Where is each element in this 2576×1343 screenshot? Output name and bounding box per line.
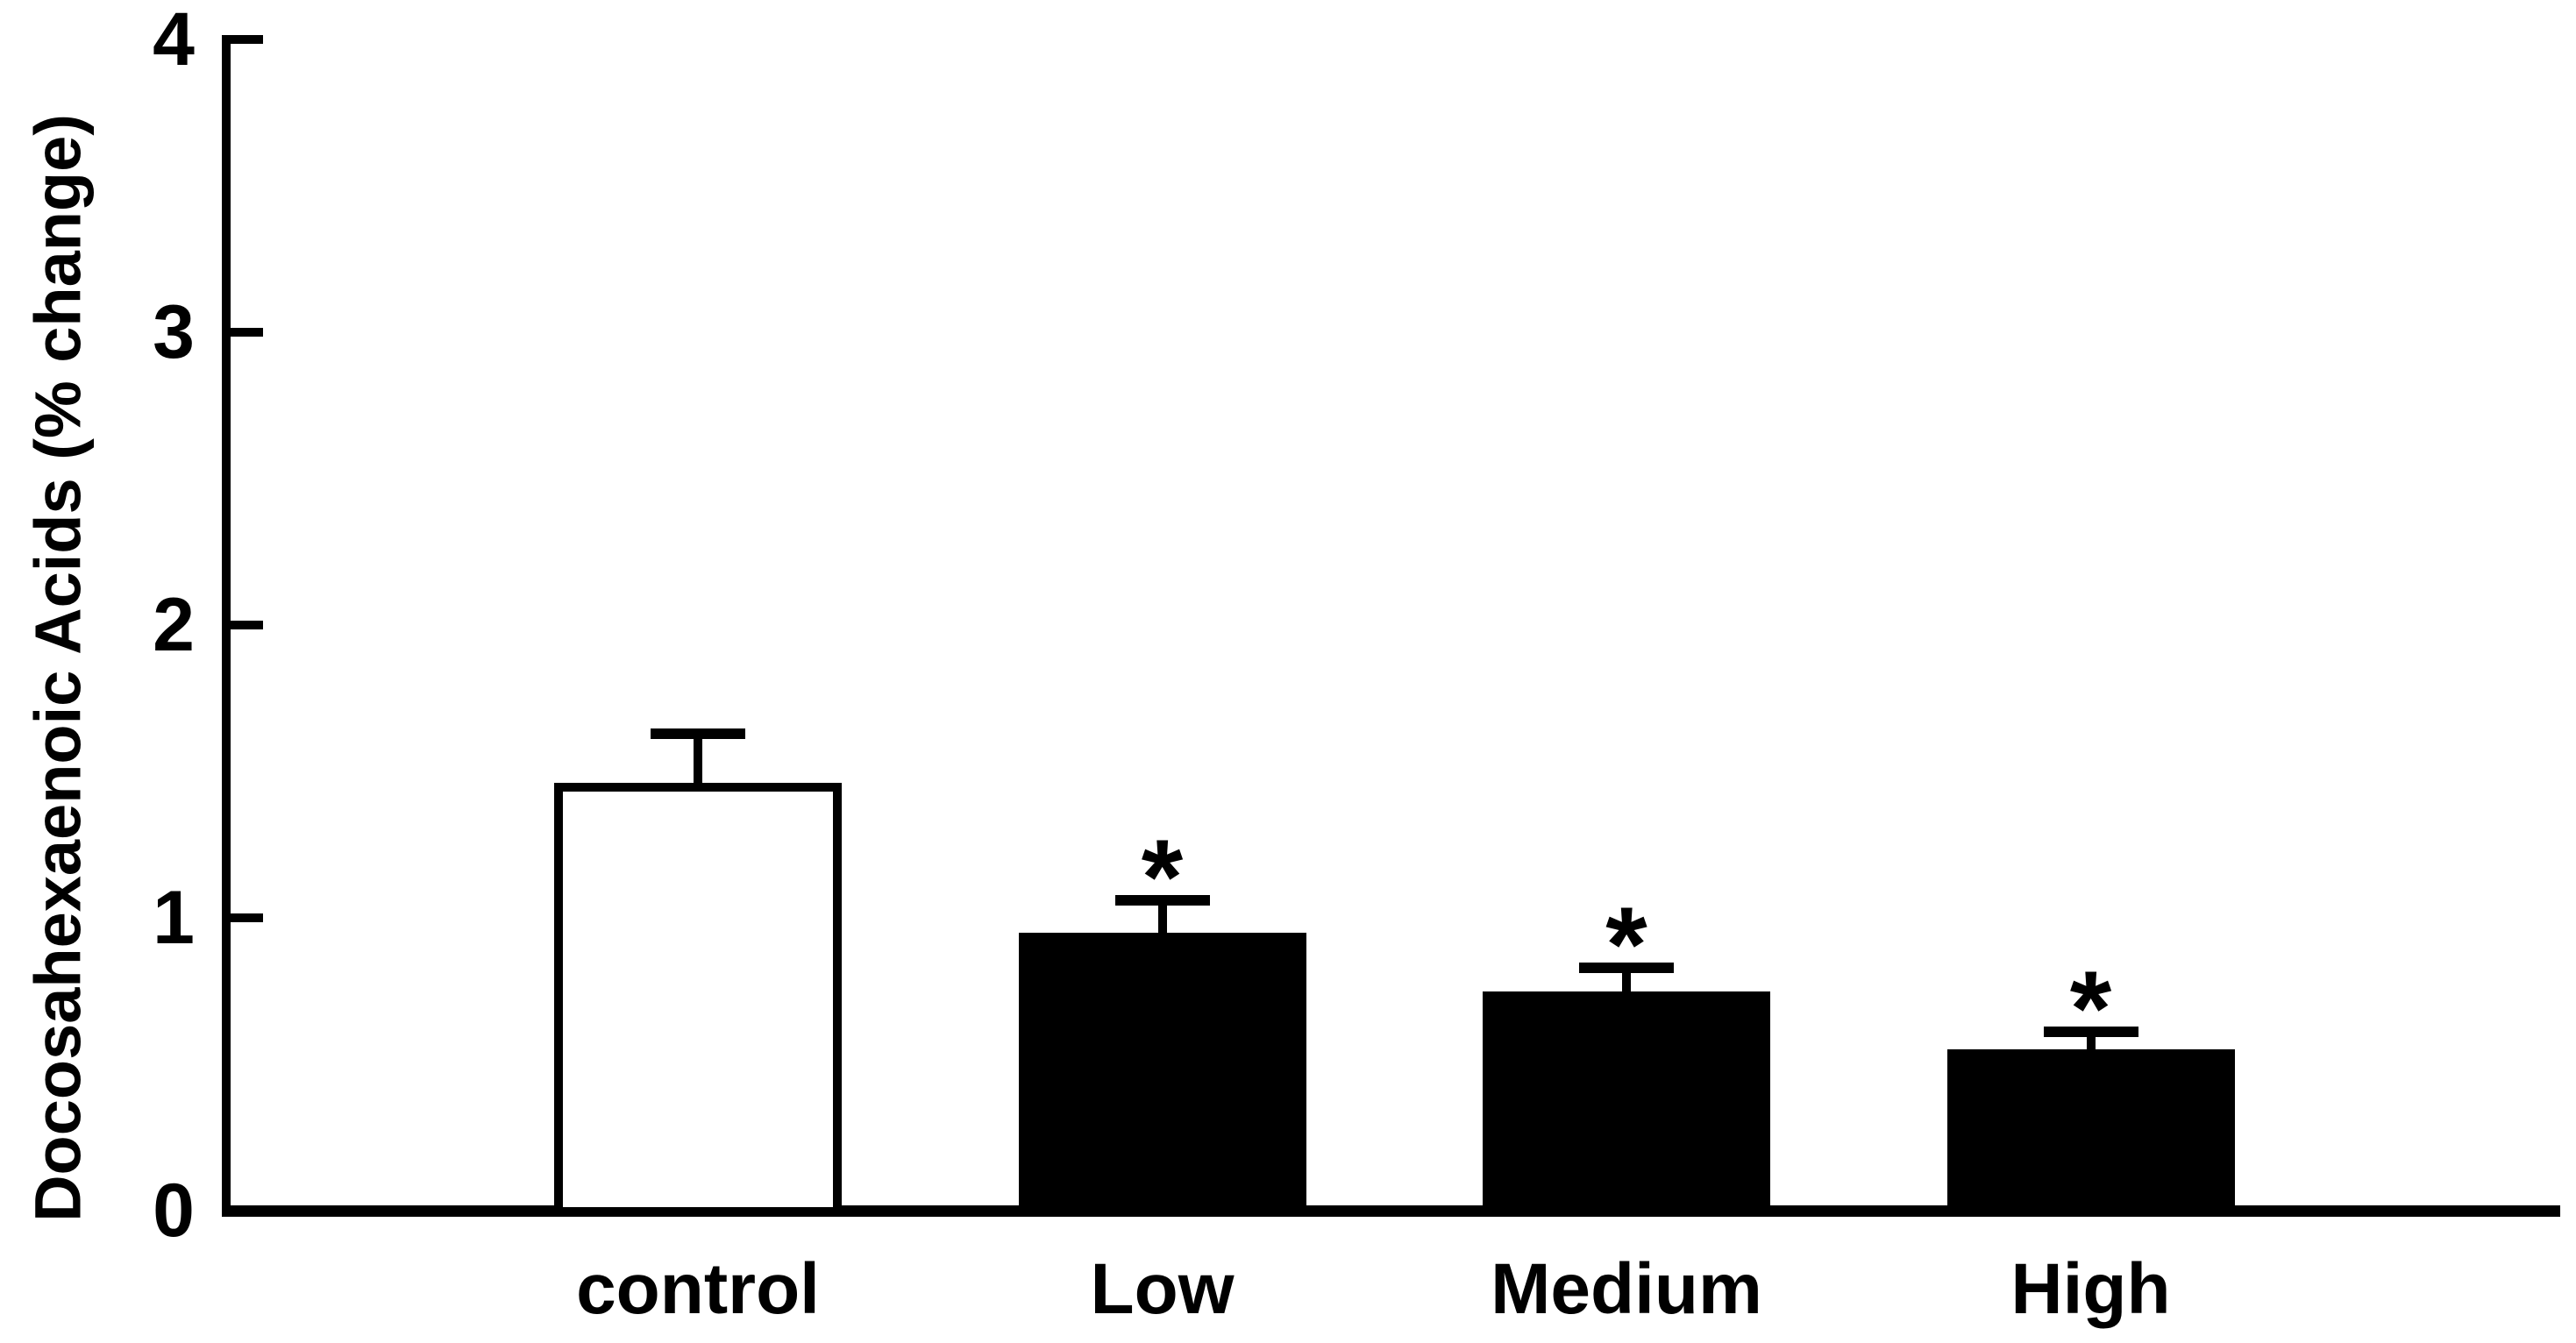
error-bar-cap <box>2043 1027 2138 1038</box>
error-bar-cap <box>1114 894 1210 906</box>
significance-asterisk: * <box>1141 816 1184 936</box>
bar-high <box>1946 1049 2235 1216</box>
y-tick-label: 0 <box>153 1169 195 1253</box>
y-tick-label: 3 <box>153 290 195 374</box>
y-tick-label: 1 <box>153 876 195 960</box>
error-bar-stem <box>1622 967 1631 995</box>
x-category-label: Low <box>1090 1249 1235 1329</box>
y-tick <box>231 35 263 44</box>
error-bar-stem <box>694 733 702 787</box>
y-tick-label: 4 <box>153 0 195 82</box>
y-tick <box>231 913 263 922</box>
x-category-label: High <box>2010 1249 2171 1329</box>
y-axis-title: Docosahexaenoic Acids (% change) <box>21 114 95 1222</box>
bar-low <box>1018 932 1306 1216</box>
x-category-label: control <box>576 1249 820 1329</box>
x-category-label: Medium <box>1491 1249 1762 1329</box>
y-tick <box>231 621 263 629</box>
error-bar-stem <box>2086 1032 2096 1054</box>
y-tick <box>231 328 263 337</box>
error-bar-stem <box>1157 899 1167 936</box>
bar-medium <box>1483 991 1770 1216</box>
significance-asterisk: * <box>1605 884 1647 1004</box>
y-tick-label: 2 <box>153 583 195 667</box>
significance-asterisk: * <box>2069 949 2112 1069</box>
error-bar-cap <box>651 728 745 739</box>
y-axis-line <box>222 35 231 1216</box>
bar-control <box>554 783 842 1216</box>
error-bar-cap <box>1579 962 1674 973</box>
